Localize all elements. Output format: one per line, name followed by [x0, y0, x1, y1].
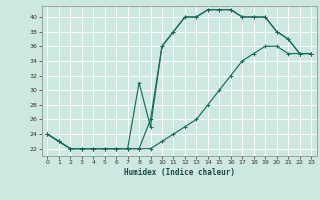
X-axis label: Humidex (Indice chaleur): Humidex (Indice chaleur) — [124, 168, 235, 177]
